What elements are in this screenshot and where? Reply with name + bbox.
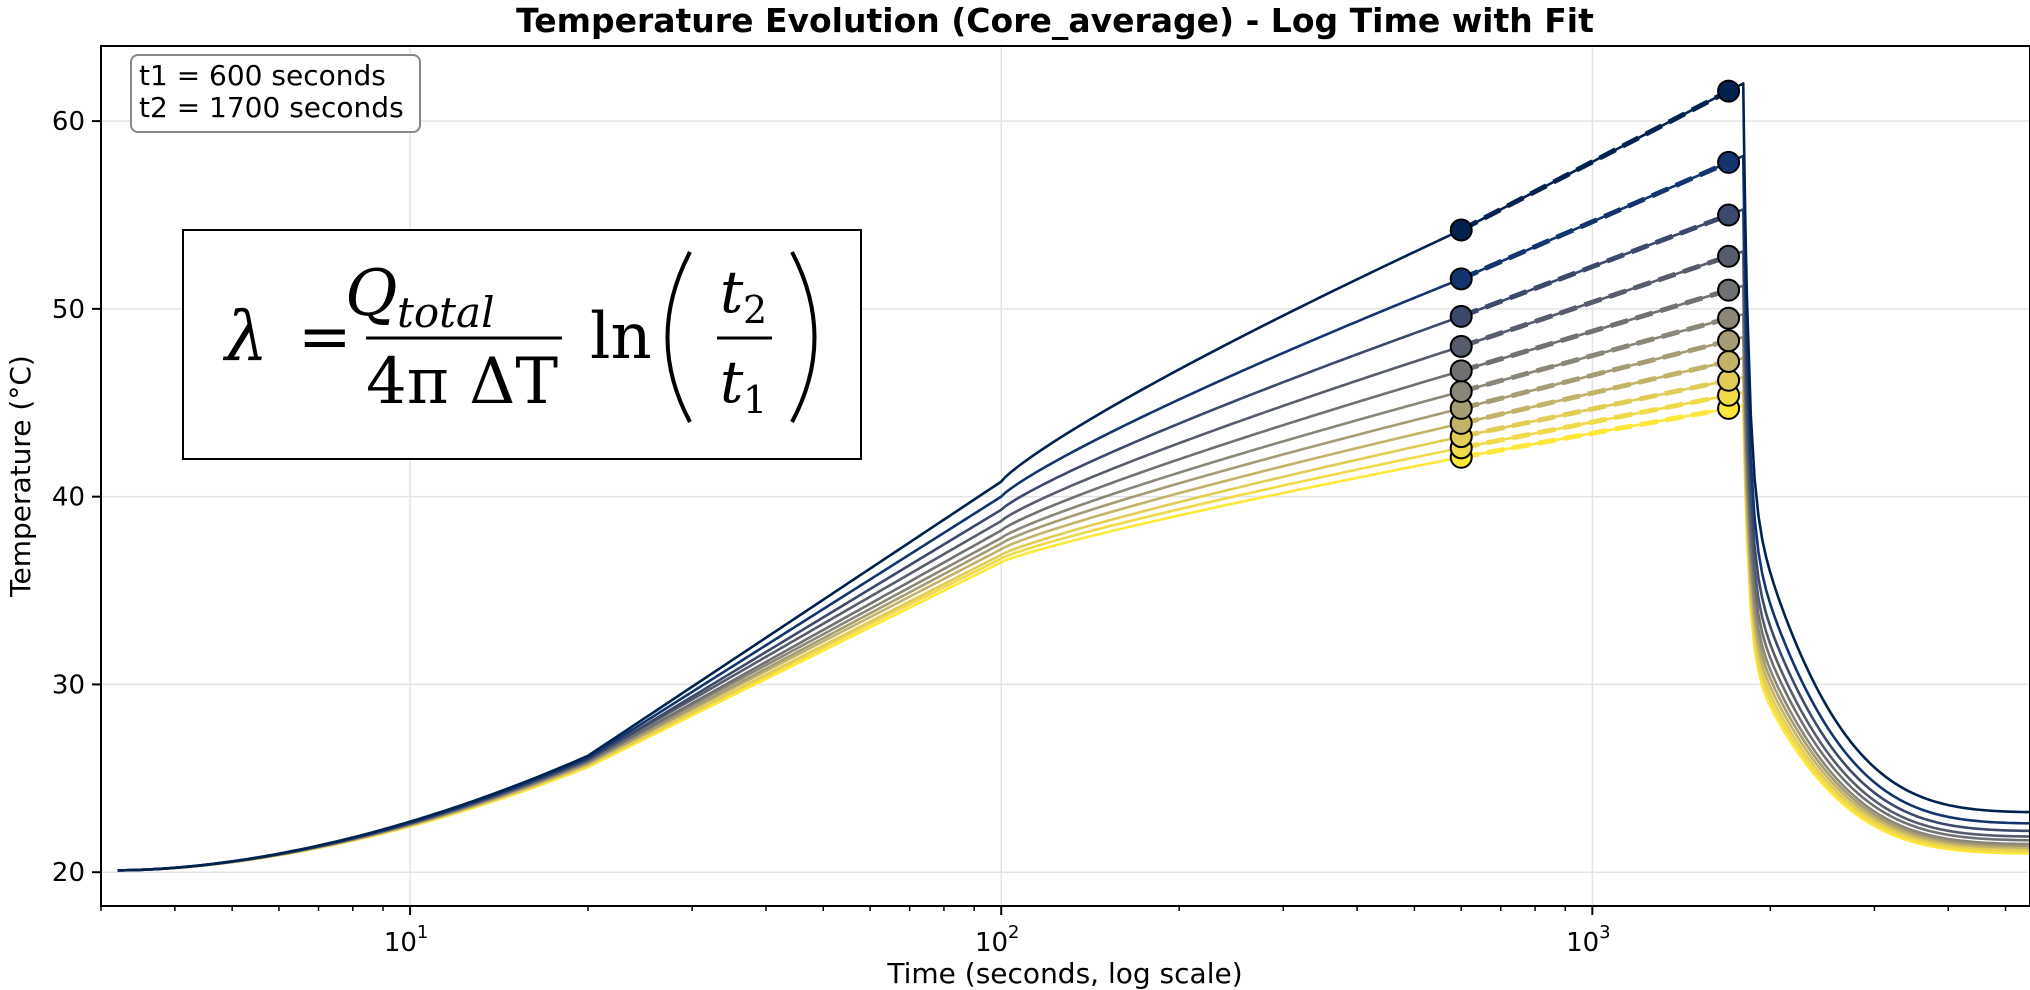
formula-right-paren <box>790 251 817 423</box>
t2-marker <box>1717 306 1741 330</box>
t1-marker <box>1449 334 1473 358</box>
t2-marker <box>1717 329 1741 353</box>
series-line <box>117 391 2030 872</box>
t2-marker <box>1717 278 1741 302</box>
formula-t2-sub: 2 <box>743 288 767 332</box>
t2-marker <box>1717 150 1741 174</box>
fit-line <box>1460 160 1730 282</box>
y-tick-label: 60 <box>52 107 85 137</box>
fit-line <box>1460 287 1730 374</box>
formula-t1: t <box>720 348 744 416</box>
fit-line <box>1460 88 1730 233</box>
formula-lambda: λ <box>222 298 268 377</box>
fit-line <box>1460 212 1730 319</box>
t1-marker <box>1449 304 1473 328</box>
formula-left-paren <box>665 251 692 423</box>
y-tick-label: 20 <box>52 858 85 888</box>
t2-marker <box>1717 244 1741 268</box>
formula-ln: ln <box>590 300 652 374</box>
formula-numerator-sub: total <box>397 288 495 337</box>
series-line <box>117 404 2030 872</box>
formula-box: λ = Q total 4π ΔT ln t 2 t 1 <box>182 229 862 460</box>
y-tick-label: 30 <box>52 670 85 700</box>
y-axis-label: Temperature (°C) <box>4 355 37 598</box>
series-lines <box>117 82 2030 872</box>
t1-marker <box>1449 218 1473 242</box>
annotation-t2: t2 = 1700 seconds <box>139 91 404 124</box>
plot-frame <box>100 45 2030 907</box>
fit-line <box>1460 392 1730 451</box>
x-tick-label: 102 <box>975 922 1020 958</box>
t1-marker <box>1449 359 1473 383</box>
chart-title: Temperature Evolution (Core_average) - L… <box>516 1 1594 40</box>
x-tick-label: 103 <box>1566 922 1611 958</box>
t2-marker <box>1717 349 1741 373</box>
series-line <box>117 82 2030 872</box>
t2-marker <box>1717 203 1741 227</box>
fit-line <box>1460 315 1730 394</box>
t1-marker <box>1449 380 1473 404</box>
axis-ticks: 20 30 40 50 60 101 102 103 <box>52 107 2007 958</box>
t1-marker <box>1449 267 1473 291</box>
fit-line <box>1460 377 1730 440</box>
fit-line <box>1460 253 1730 349</box>
annotation-box: t1 = 600 seconds t2 = 1700 seconds <box>130 54 421 133</box>
fit-lines <box>1460 88 1730 460</box>
fit-line <box>1460 338 1730 411</box>
formula-equals: = <box>298 300 352 374</box>
x-axis-label: Time (seconds, log scale) <box>886 957 1242 990</box>
annotation-t1: t1 = 600 seconds <box>139 59 386 92</box>
formula-t1-sub: 1 <box>743 378 767 422</box>
grid <box>101 46 2030 906</box>
y-tick-label: 40 <box>52 483 85 513</box>
formula-denominator: 4π ΔT <box>366 345 558 419</box>
x-tick-label: 101 <box>384 922 429 958</box>
y-tick-label: 50 <box>52 295 85 325</box>
formula-numerator-q: Q <box>345 257 397 331</box>
formula-t2: t <box>720 258 744 326</box>
fit-line <box>1460 359 1730 426</box>
t2-marker <box>1717 79 1741 103</box>
fit-line <box>1460 405 1730 460</box>
fit-markers <box>1449 79 1741 469</box>
